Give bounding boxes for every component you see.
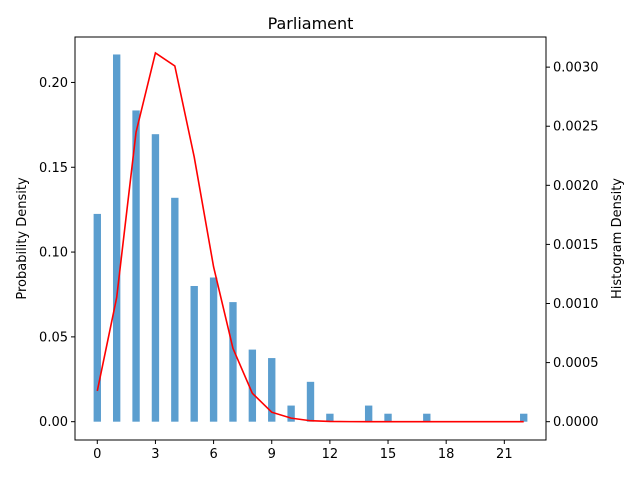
x-tick-label: 9 (268, 447, 276, 462)
histogram-bar (364, 405, 373, 422)
histogram-bar (268, 358, 276, 422)
density-line-layer (96, 51, 524, 423)
right-y-tick-label: 0.0010 (553, 297, 599, 312)
x-tick-label: 12 (322, 447, 339, 462)
density-line (96, 51, 524, 423)
histogram-bar (520, 413, 528, 422)
histogram-bar (93, 213, 101, 422)
right-y-axis-ticks: 0.0000 0.0005 0.0010 0.0015 0.0020 0.0025 0.00… (546, 61, 599, 430)
x-axis-ticks: 0 3 6 9 12 15 18 21 (93, 440, 513, 462)
histogram-bar (190, 285, 198, 422)
left-y-axis-ticks: 0.00 0.05 0.10 0.15 0.20 (39, 76, 75, 430)
plot-frame (74, 36, 547, 441)
right-y-tick-label: 0.0015 (553, 238, 599, 253)
left-y-axis-label: Probability Density (15, 177, 30, 300)
histogram-bar (171, 197, 179, 422)
histogram-bar (248, 349, 257, 422)
histogram-bar (423, 413, 431, 422)
right-y-tick-label: 0.0025 (553, 120, 599, 135)
histogram-bar (112, 54, 121, 422)
histogram-bars (93, 54, 528, 422)
right-y-axis-label: Histogram Density (610, 178, 625, 299)
histogram-bar (326, 413, 334, 422)
histogram-bar (151, 134, 160, 422)
histogram-bar (306, 381, 315, 422)
x-tick-label: 21 (496, 447, 513, 462)
x-tick-label: 18 (438, 447, 455, 462)
right-y-tick-label: 0.0005 (553, 356, 599, 371)
right-y-tick-label: 0.0020 (553, 179, 599, 194)
x-tick-label: 15 (380, 447, 397, 462)
x-tick-label: 3 (151, 447, 159, 462)
histogram-bar (229, 302, 237, 422)
right-y-tick-label: 0.0000 (553, 415, 599, 430)
histogram-bar (209, 277, 218, 422)
left-y-tick-label: 0.15 (39, 161, 68, 176)
x-tick-label: 0 (93, 447, 101, 462)
left-y-tick-label: 0.10 (39, 246, 68, 261)
chart-title: Parliament (268, 14, 354, 33)
left-y-tick-label: 0.20 (39, 76, 68, 91)
x-tick-label: 6 (209, 447, 217, 462)
left-y-tick-label: 0.00 (39, 415, 68, 430)
right-y-tick-label: 0.0030 (553, 61, 599, 76)
histogram-bar (287, 405, 295, 422)
histogram-bar (384, 413, 392, 422)
left-y-tick-label: 0.05 (39, 330, 68, 345)
histogram-bar (132, 110, 140, 422)
